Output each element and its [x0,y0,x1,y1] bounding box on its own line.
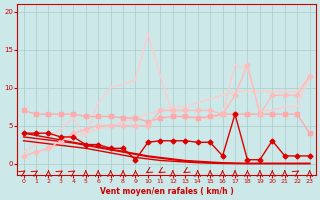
X-axis label: Vent moyen/en rafales ( km/h ): Vent moyen/en rafales ( km/h ) [100,187,234,196]
